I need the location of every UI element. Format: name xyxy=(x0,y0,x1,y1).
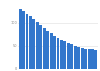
Bar xyxy=(36,22,39,69)
Bar xyxy=(39,25,42,69)
Bar xyxy=(50,33,53,69)
Bar xyxy=(22,11,25,69)
Bar xyxy=(29,16,32,69)
Bar xyxy=(77,47,80,69)
Bar xyxy=(56,38,59,69)
Bar xyxy=(88,49,90,69)
Bar xyxy=(91,49,94,69)
Bar xyxy=(53,36,56,69)
Bar xyxy=(63,41,66,69)
Bar xyxy=(84,49,87,69)
Bar xyxy=(70,44,73,69)
Bar xyxy=(43,28,46,69)
Bar xyxy=(74,46,77,69)
Bar xyxy=(19,9,22,69)
Bar xyxy=(60,40,63,69)
Bar xyxy=(94,50,97,69)
Bar xyxy=(32,19,35,69)
Bar xyxy=(46,31,49,69)
Bar xyxy=(67,43,70,69)
Bar xyxy=(81,48,84,69)
Bar xyxy=(26,14,28,69)
